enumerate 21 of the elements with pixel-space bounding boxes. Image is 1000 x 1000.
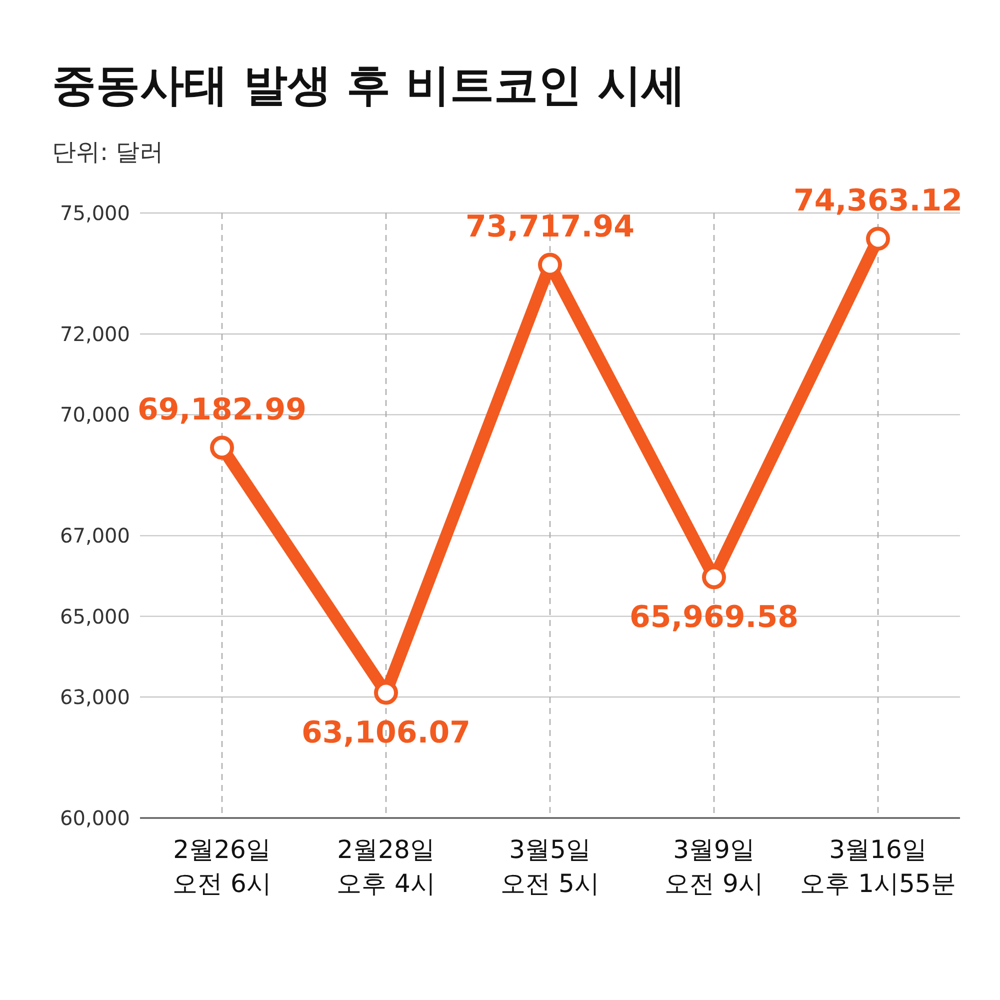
y-tick-label: 63,000 — [60, 685, 130, 709]
point — [210, 436, 234, 460]
x-tick-label: 3월5일 오전 5시 — [500, 835, 600, 898]
y-tick-label: 72,000 — [60, 322, 130, 346]
y-tick-label: 75,000 — [60, 201, 130, 225]
data-label: 65,969.58 — [630, 600, 798, 636]
y-tick-label: 67,000 — [60, 524, 130, 548]
data-label: 73,717.94 — [466, 210, 634, 245]
data-label: 69,182.99 — [138, 392, 306, 428]
x-tick-label: 3월9일 오전 9시 — [664, 835, 764, 898]
chart-title: 중동사태 발생 후 비트코인 시세 — [52, 60, 686, 111]
data-label: 63,106.07 — [302, 716, 470, 751]
x-tick-label: 2월26일 오전 6시 — [172, 835, 272, 898]
point — [866, 226, 890, 251]
chart-subtitle: 단위: 달러 — [52, 138, 164, 166]
x-tick-label: 2월28일 오후 4시 — [336, 835, 436, 898]
data-label: 74,363.12 — [794, 184, 962, 219]
y-tick-label: 60,000 — [60, 806, 130, 830]
x-tick-label: 3월16일 오후 1시55분 — [800, 835, 956, 898]
y-tick-label: 70,000 — [60, 402, 130, 427]
y-tick-label: 65,000 — [60, 604, 130, 628]
